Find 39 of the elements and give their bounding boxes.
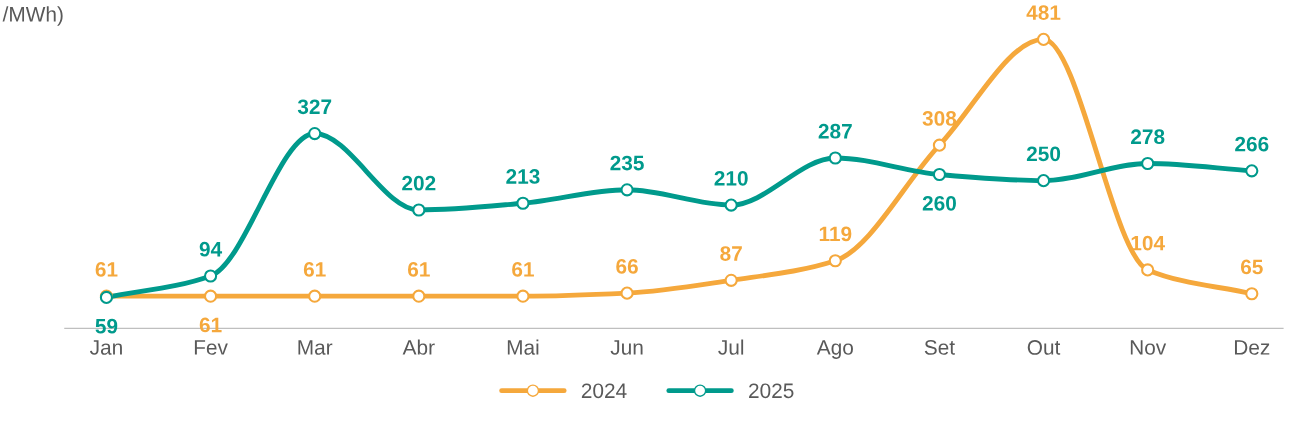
data-label: 308 xyxy=(922,111,957,126)
data-label: 61 xyxy=(199,317,222,333)
data-label: 250 xyxy=(1026,146,1061,162)
x-tick-label: Abr xyxy=(402,339,435,355)
data-label: 65 xyxy=(1240,259,1263,275)
data-label: 61 xyxy=(303,262,326,277)
x-tick-label: Mar xyxy=(298,340,333,355)
data-label: 59 xyxy=(95,318,118,334)
data-label: 61 xyxy=(512,262,534,277)
x-tick-label: Jun xyxy=(610,340,643,355)
x-tick-label: Out xyxy=(1027,340,1061,355)
data-label: 235 xyxy=(610,155,644,171)
data-label: 327 xyxy=(297,99,332,115)
x-tick-label: Dez xyxy=(1234,340,1270,355)
x-tick-label: Fev xyxy=(194,340,228,355)
legend-label: 2025 xyxy=(749,383,794,399)
data-label: 278 xyxy=(1131,129,1165,145)
data-label: 481 xyxy=(1026,5,1061,20)
data-label: 104 xyxy=(1131,235,1165,251)
legend-label: 2024 xyxy=(581,383,627,399)
x-tick-label: Set xyxy=(924,340,955,355)
data-label: 94 xyxy=(199,241,223,257)
data-label: 260 xyxy=(922,195,956,211)
y-axis-title: /MWh) xyxy=(2,6,63,26)
x-tick-label: Jul xyxy=(718,339,744,355)
x-tick-label: Mai xyxy=(507,339,539,355)
data-label: 266 xyxy=(1235,136,1269,152)
data-label: 61 xyxy=(95,262,118,277)
data-label: 287 xyxy=(818,123,852,139)
x-tick-label: Ago xyxy=(816,340,853,359)
data-label: 119 xyxy=(819,226,852,242)
x-tick-label: Nov xyxy=(1130,340,1167,355)
data-label: 202 xyxy=(402,175,436,191)
data-label: 61 xyxy=(407,262,430,277)
x-tick-label: Jan xyxy=(89,340,122,355)
data-label: 66 xyxy=(616,258,638,274)
data-label: 213 xyxy=(506,169,540,184)
data-label: 87 xyxy=(720,246,742,261)
data-label: 210 xyxy=(714,170,748,186)
